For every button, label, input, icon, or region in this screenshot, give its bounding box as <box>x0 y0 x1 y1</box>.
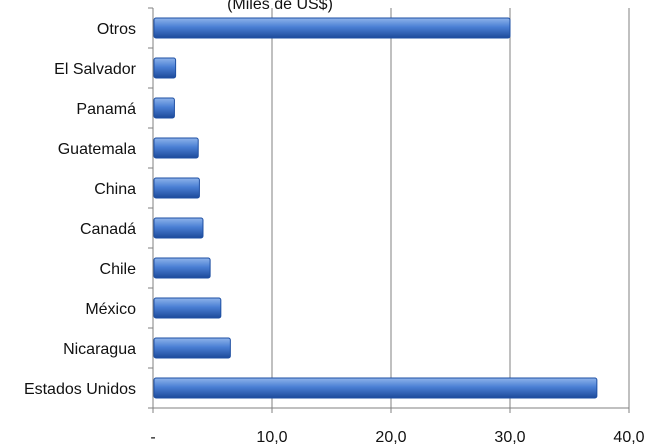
category-label-china: China <box>94 181 136 198</box>
bar-panamá <box>153 97 175 119</box>
x-tick-label-1: 10,0 <box>256 429 287 446</box>
category-label-el-salvador: El Salvador <box>54 61 136 78</box>
category-label-otros: Otros <box>97 21 136 38</box>
x-tick-label-3: 30,0 <box>494 429 525 446</box>
bar-china <box>153 177 200 199</box>
bar-guatemala <box>153 137 199 159</box>
category-label-canadá: Canadá <box>80 221 136 238</box>
category-label-nicaragua: Nicaragua <box>63 341 136 358</box>
category-label-guatemala: Guatemala <box>58 141 136 158</box>
chart-title: (Miles de US$) <box>227 0 333 13</box>
category-label-chile: Chile <box>100 261 137 278</box>
x-tick-label-0: - <box>150 429 155 446</box>
bar-méxico <box>153 297 222 319</box>
bar-el-salvador <box>153 57 177 79</box>
bar-nicaragua <box>153 337 231 359</box>
x-tick-label-4: 40,0 <box>613 429 644 446</box>
category-label-panamá: Panamá <box>76 101 136 118</box>
gridlines <box>271 8 630 408</box>
x-tick-label-2: 20,0 <box>375 429 406 446</box>
bars <box>153 17 598 399</box>
bar-estados-unidos <box>153 377 598 399</box>
bar-canadá <box>153 217 204 239</box>
bar-otros <box>153 17 511 39</box>
category-labels: Otros El Salvador Panamá Guatemala China Cana… <box>24 21 137 398</box>
tick-labels: - 10,0 20,0 30,0 40,0 <box>150 429 644 446</box>
bar-chile <box>153 257 211 279</box>
category-label-estados-unidos: Estados Unidos <box>24 381 136 398</box>
axes <box>148 7 630 413</box>
category-label-méxico: México <box>85 301 136 318</box>
